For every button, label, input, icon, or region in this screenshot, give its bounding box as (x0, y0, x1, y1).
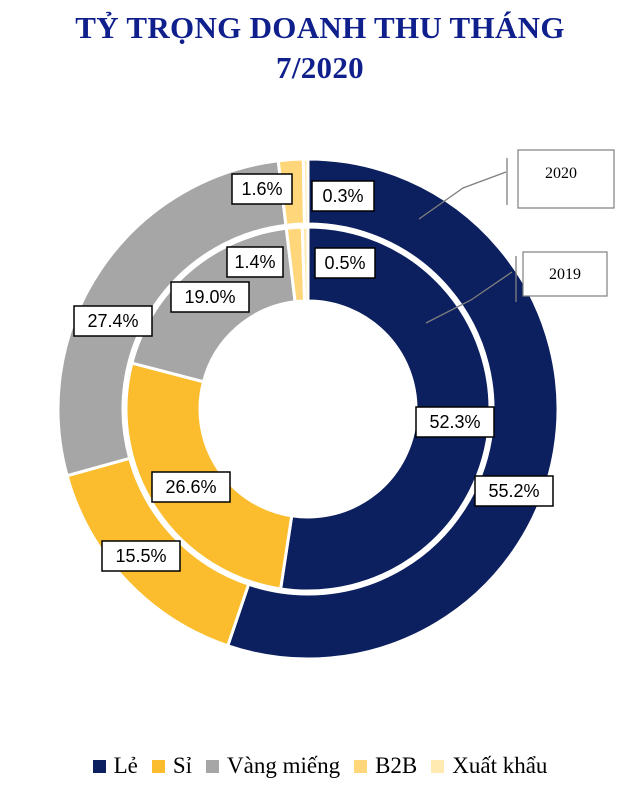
legend-item-2: Vàng miếng (206, 753, 340, 779)
legend-swatch-3 (354, 759, 368, 773)
chart-title-line1: TỶ TRỌNG DOANH THU THÁNG (75, 10, 565, 45)
data-label-text-2020-2: 27.4% (87, 311, 138, 331)
data-label-box-2020-3 (231, 173, 293, 205)
data-label-2019-4: 0.5% (314, 247, 376, 279)
data-label-box-2019-4 (314, 247, 376, 279)
legend-swatch-0 (92, 759, 106, 773)
data-label-2020-2: 27.4% (73, 305, 153, 337)
callout-box-2020 (517, 149, 615, 209)
callout-line-2020 (418, 171, 507, 220)
data-label-box-2020-1 (101, 540, 181, 572)
data-label-box-2019-3 (226, 246, 284, 278)
data-label-text-2020-0: 55.2% (488, 481, 539, 501)
data-label-text-2020-3: 1.6% (241, 179, 282, 199)
slice-2020-4 (301, 157, 310, 226)
chart-title: TỶ TRỌNG DOANH THU THÁNG 7/2020 (0, 8, 640, 88)
data-label-box-2020-2 (73, 305, 153, 337)
data-label-2019-3: 1.4% (226, 246, 284, 278)
legend-item-0: Lẻ (92, 753, 138, 779)
data-label-text-2019-4: 0.5% (324, 253, 365, 273)
data-label-box-2019-0 (415, 406, 495, 438)
chart-legend: Lẻ Sỉ Vàng miếng B2B Xuất khẩu (0, 748, 640, 784)
callout-line-2019 (425, 271, 513, 324)
series-callout-2019: 2019 (425, 251, 608, 324)
legend-label-1: Sỉ (172, 753, 193, 778)
data-label-text-2020-4: 0.3% (322, 186, 363, 206)
callout-box-2019 (522, 251, 608, 297)
slice-2019-4 (300, 225, 310, 303)
data-label-text-2019-3: 1.4% (234, 252, 275, 272)
legend-swatch-1 (151, 759, 165, 773)
chart-title-line2: 7/2020 (276, 50, 364, 85)
legend-label-0: Lẻ (113, 753, 138, 778)
data-label-2020-3: 1.6% (231, 173, 293, 205)
legend-label-2: Vàng miếng (227, 753, 341, 778)
data-label-text-2019-2: 19.0% (184, 287, 235, 307)
legend-label-4: Xuất khẩu (452, 753, 548, 778)
data-label-box-2020-4 (311, 180, 375, 212)
callout-label-2019: 2019 (549, 266, 581, 283)
legend-swatch-4 (431, 759, 445, 773)
legend-label-3: B2B (375, 753, 418, 778)
data-label-text-2019-1: 26.6% (165, 477, 216, 497)
data-label-2019-0: 52.3% (415, 406, 495, 438)
data-label-2020-4: 0.3% (311, 180, 375, 212)
data-label-text-2020-1: 15.5% (115, 546, 166, 566)
data-label-box-2019-2 (170, 281, 250, 313)
legend-swatch-2 (206, 759, 220, 773)
donut-chart: 55.2% 15.5% 27.4% 1.6% 0.3% 52.3% 26.6% 19.0% 1.… (56, 149, 615, 661)
data-label-text-2019-0: 52.3% (429, 412, 480, 432)
data-label-2020-1: 15.5% (101, 540, 181, 572)
legend-item-3: B2B (354, 753, 417, 779)
legend-item-1: Sỉ (151, 753, 193, 779)
callout-label-2020: 2020 (545, 165, 577, 182)
data-label-box-2020-0 (474, 475, 554, 507)
data-label-2020-0: 55.2% (474, 475, 554, 507)
data-label-2019-1: 26.6% (151, 471, 231, 503)
data-label-box-2019-1 (151, 471, 231, 503)
data-label-2019-2: 19.0% (170, 281, 250, 313)
series-callout-2020: 2020 (418, 149, 615, 220)
legend-item-4: Xuất khẩu (431, 753, 547, 779)
